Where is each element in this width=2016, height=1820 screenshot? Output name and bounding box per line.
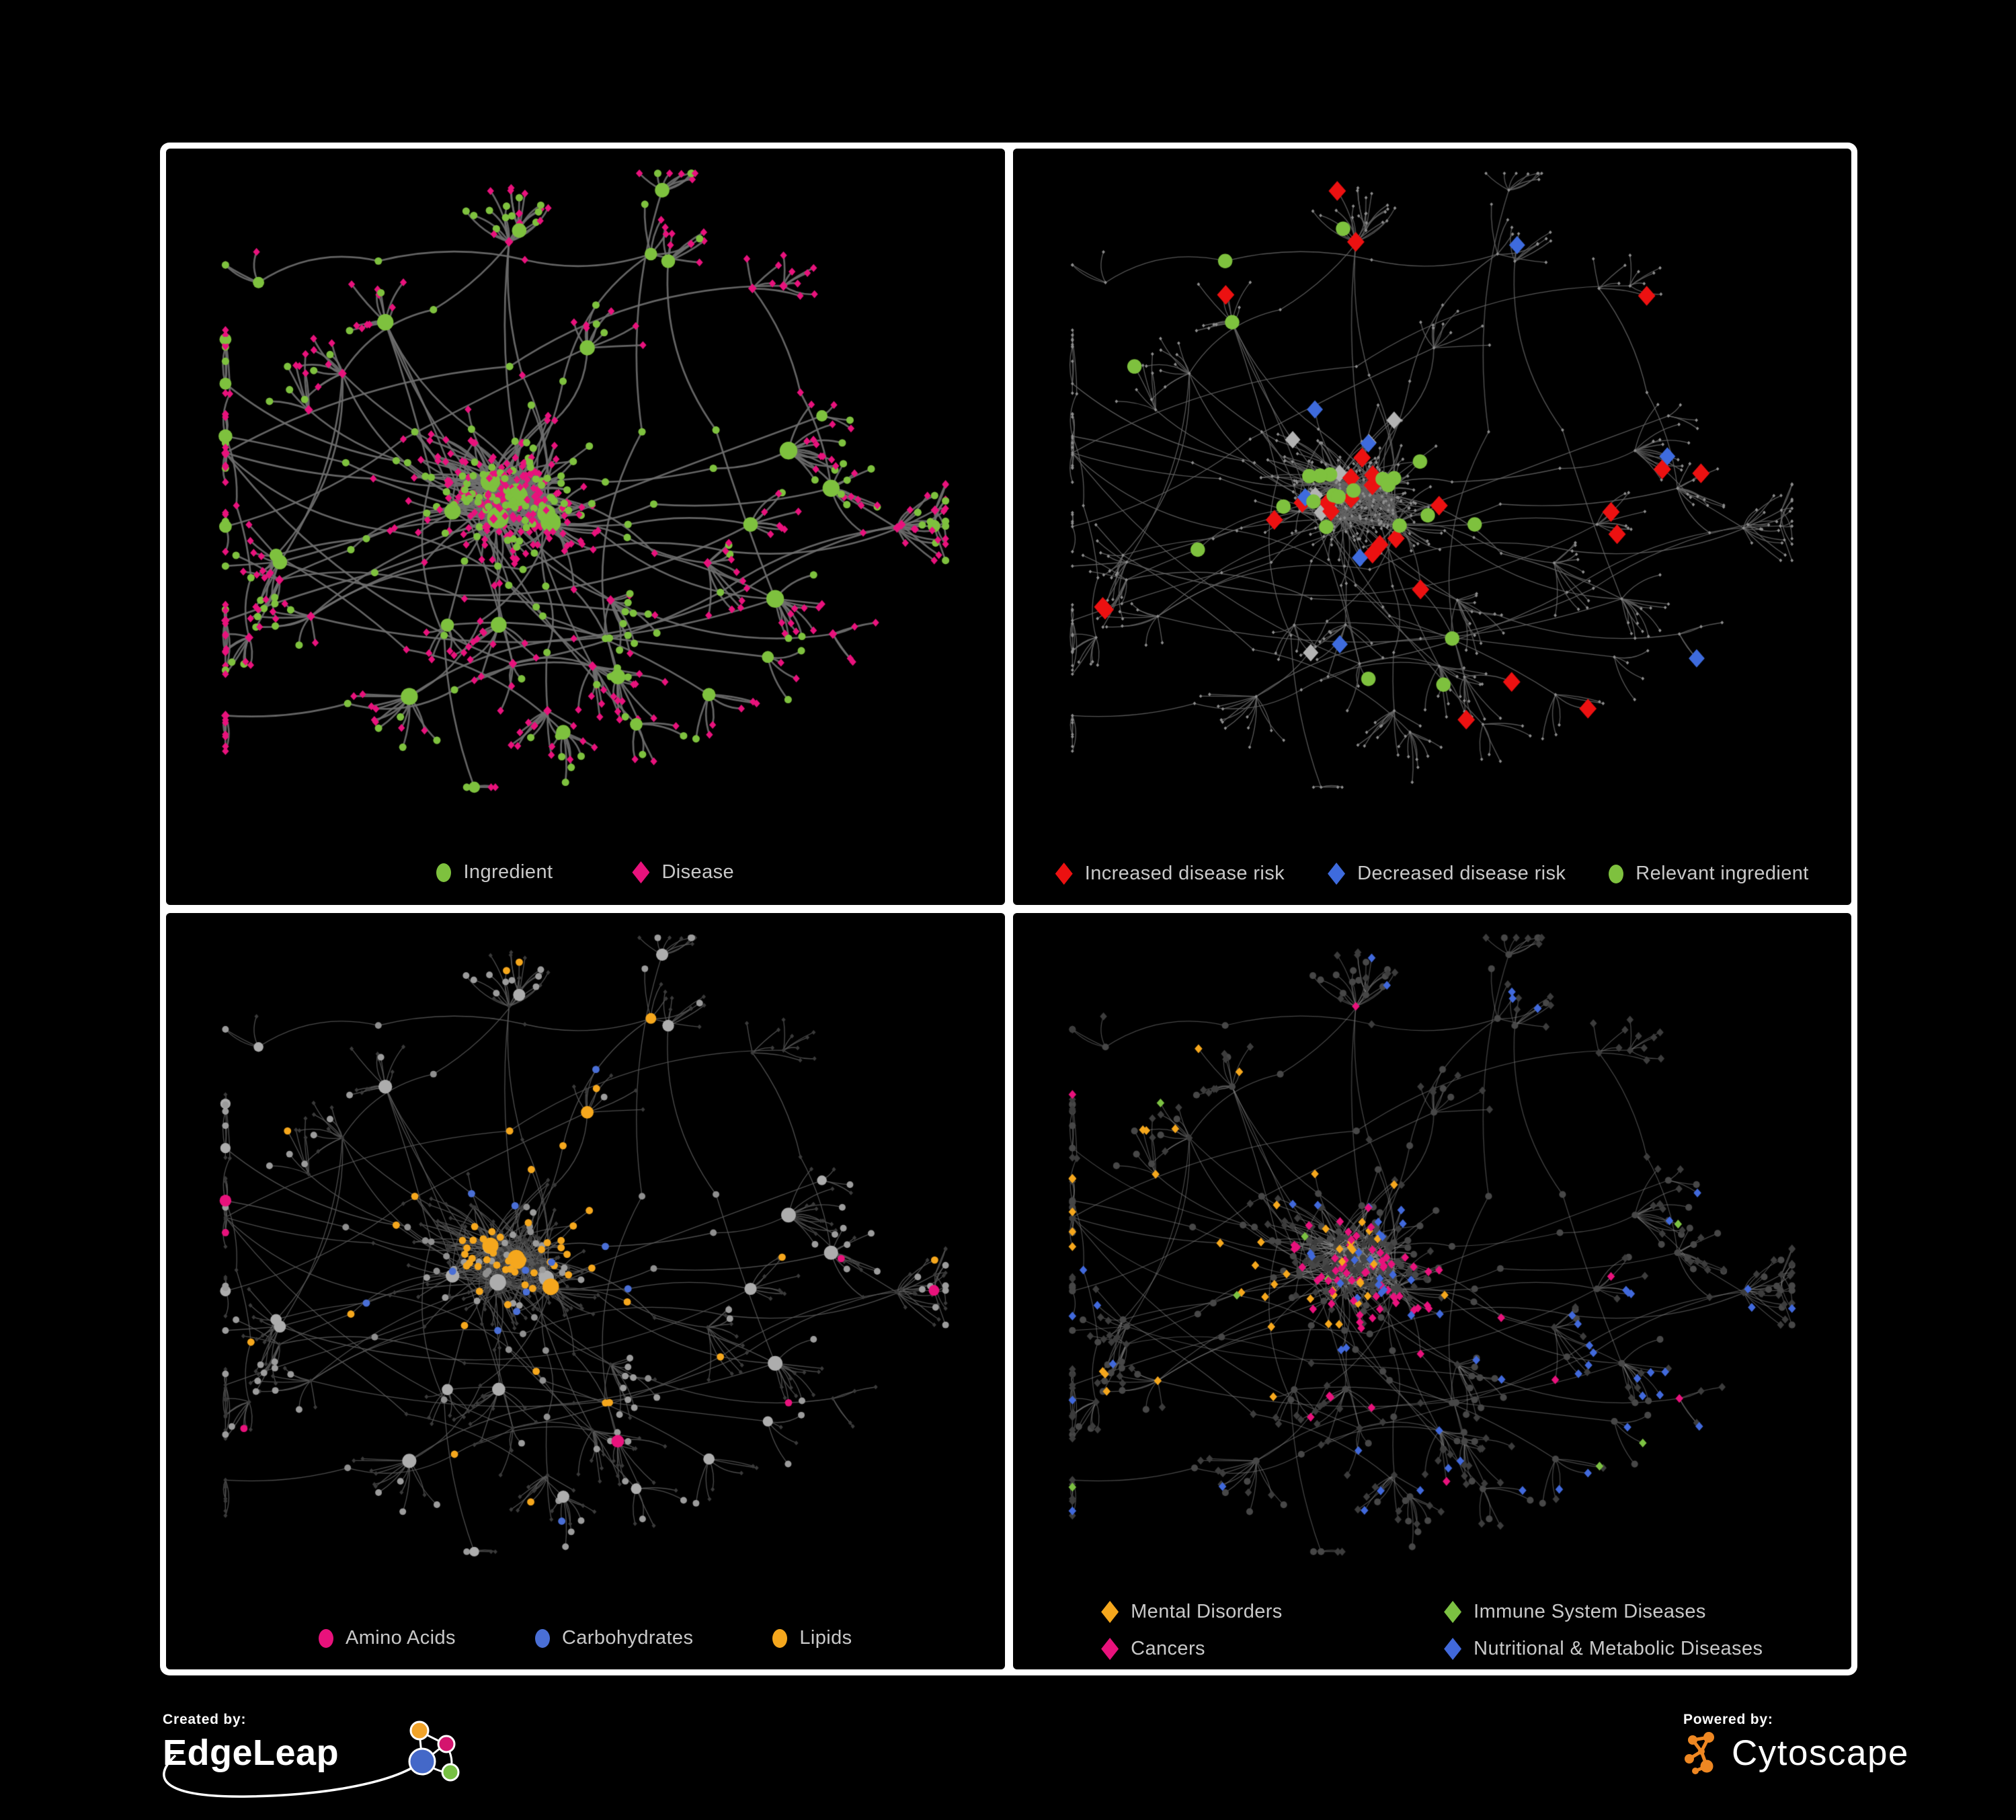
legend-label: Ingredient	[463, 861, 553, 883]
legend-label: Amino Acids	[345, 1627, 456, 1649]
edgeleap-swoosh-icon	[163, 1755, 425, 1798]
disease-categories-network-canvas	[1012, 913, 1851, 1669]
legend-item-mental-disorders: Mental Disorders	[1101, 1601, 1417, 1623]
legend-item-immune-system-diseases: Immune System Diseases	[1444, 1601, 1763, 1623]
legend-label: Carbohydrates	[561, 1627, 694, 1649]
relevant-ingredient-circle-icon	[1609, 864, 1624, 883]
cytoscape-wordmark: Cytoscape	[1732, 1733, 1909, 1773]
disease-risk-legend: Increased disease risk Decreased disease…	[1013, 863, 1852, 885]
legend-item-carbohydrates: Carbohydrates	[534, 1627, 694, 1649]
edgeleap-logo-icon	[408, 1720, 460, 1782]
ingredient-classes-network-canvas	[166, 913, 1005, 1669]
legend-item-ingredient: Ingredient	[436, 863, 553, 882]
legend-label: Relevant ingredient	[1636, 863, 1809, 884]
ingredient-disease-network-canvas	[166, 149, 1005, 905]
cancers-diamond-icon	[1101, 1638, 1119, 1660]
legend-label: Disease	[661, 861, 735, 883]
panel-ingredient-classes: Amino Acids Carbohydrates Lipids	[166, 913, 1005, 1669]
amino-acids-circle-icon	[318, 1628, 333, 1648]
legend-label: Cancers	[1131, 1638, 1205, 1659]
cytoscape-credit: Powered by: Cytoscape	[1683, 1712, 2006, 1806]
legend-label: Immune System Diseases	[1474, 1601, 1706, 1622]
disease-categories-legend: Mental Disorders Immune System Diseases …	[1101, 1601, 1763, 1660]
increased-risk-diamond-icon	[1055, 863, 1073, 885]
legend-item-nutritional-metabolic-diseases: Nutritional & Metabolic Diseases	[1444, 1638, 1763, 1660]
carbohydrates-circle-icon	[534, 1628, 550, 1648]
panel-ingredient-disease: Ingredient Disease	[166, 149, 1005, 905]
edgeleap-wordmark: EdgeLeap	[163, 1733, 339, 1773]
ingredient-disease-legend: Ingredient Disease	[166, 861, 1005, 883]
legend-label: Decreased disease risk	[1357, 863, 1566, 884]
legend-label: Nutritional & Metabolic Diseases	[1474, 1638, 1763, 1659]
mental-disorders-diamond-icon	[1101, 1601, 1119, 1623]
legend-item-disease: Disease	[632, 861, 734, 883]
immune-system-diseases-diamond-icon	[1444, 1601, 1462, 1623]
disease-risk-network-canvas	[1012, 149, 1851, 905]
cytoscape-brand-row: Cytoscape	[1683, 1731, 1909, 1775]
ingredient-circle-icon	[436, 863, 452, 882]
lipids-circle-icon	[772, 1628, 788, 1648]
legend-label: Mental Disorders	[1131, 1601, 1283, 1622]
legend-item-lipids: Lipids	[772, 1628, 852, 1648]
decreased-risk-diamond-icon	[1328, 863, 1346, 885]
nutritional-metabolic-diseases-diamond-icon	[1444, 1638, 1462, 1660]
panel-disease-risk: Increased disease risk Decreased disease…	[1012, 149, 1852, 905]
legend-label: Lipids	[799, 1627, 852, 1649]
legend-label: Increased disease risk	[1084, 863, 1285, 884]
ingredient-classes-legend: Amino Acids Carbohydrates Lipids	[166, 1628, 1005, 1648]
legend-item-amino-acids: Amino Acids	[318, 1627, 456, 1649]
cytoscape-logo-icon	[1685, 1732, 1714, 1774]
legend-item-relevant-ingredient: Relevant ingredient	[1609, 864, 1808, 883]
panels-frame: Ingredient Disease Increased disease ris…	[160, 143, 1857, 1675]
created-by-caption: Created by:	[163, 1712, 247, 1727]
legend-item-decreased-risk: Decreased disease risk	[1328, 863, 1566, 885]
disease-diamond-icon	[632, 861, 650, 883]
edgeleap-credit: Created by: EdgeLeap	[163, 1712, 512, 1819]
legend-item-increased-risk: Increased disease risk	[1055, 863, 1285, 885]
panel-disease-categories: Mental Disorders Immune System Diseases …	[1012, 913, 1851, 1669]
legend-item-cancers: Cancers	[1101, 1638, 1417, 1660]
powered-by-caption: Powered by:	[1683, 1712, 1773, 1727]
